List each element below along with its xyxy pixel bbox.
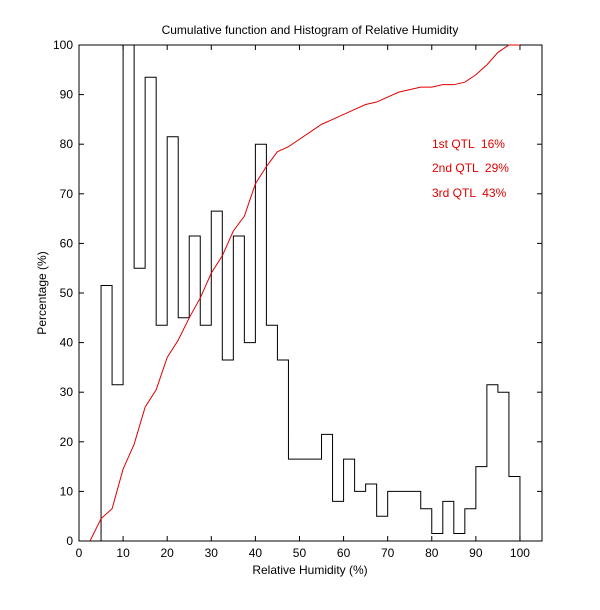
quartile-1-label: 1st QTL 16%: [432, 137, 505, 151]
cumulative-series: [89, 44, 520, 542]
plot-area: [78, 44, 543, 542]
y-tick-label: 40: [60, 336, 74, 350]
quartile-3-label: 3rd QTL 43%: [432, 186, 507, 200]
histogram-outline: [100, 44, 521, 541]
x-tick-label: 30: [205, 546, 219, 560]
y-tick-label: 10: [60, 484, 74, 498]
y-tick-label: 100: [53, 38, 73, 52]
x-tick-label: 40: [249, 546, 263, 560]
x-tick-label: 60: [337, 546, 351, 560]
y-tick-label: 30: [60, 385, 74, 399]
x-tick-label: 10: [116, 546, 130, 560]
y-axis: 0 10 20 30 40 50 60 70 80 90 100: [53, 38, 542, 548]
x-tick-label: 100: [510, 546, 530, 560]
x-tick-label: 90: [469, 546, 483, 560]
x-tick-label: 80: [425, 546, 439, 560]
x-tick-label: 0: [76, 546, 83, 560]
cumulative-line: [89, 44, 520, 542]
x-tick-label: 20: [161, 546, 175, 560]
y-axis-title: Percentage (%): [35, 251, 49, 334]
y-tick-label: 0: [66, 534, 73, 548]
x-axis: 0 10 20 30 40 50 60 70 80 90 100: [76, 45, 530, 560]
y-tick-label: 60: [60, 236, 74, 250]
y-tick-label: 70: [60, 187, 74, 201]
chart-title: Cumulative function and Histogram of Rel…: [162, 23, 459, 37]
quartile-2-label: 2nd QTL 29%: [432, 161, 509, 175]
y-tick-label: 80: [60, 137, 74, 151]
y-tick-label: 50: [60, 286, 74, 300]
x-axis-title: Relative Humidity (%): [252, 563, 367, 577]
histogram-series: [100, 44, 521, 541]
y-tick-label: 90: [60, 88, 74, 102]
y-tick-label: 20: [60, 435, 74, 449]
x-tick-label: 70: [381, 546, 395, 560]
x-tick-label: 50: [293, 546, 307, 560]
